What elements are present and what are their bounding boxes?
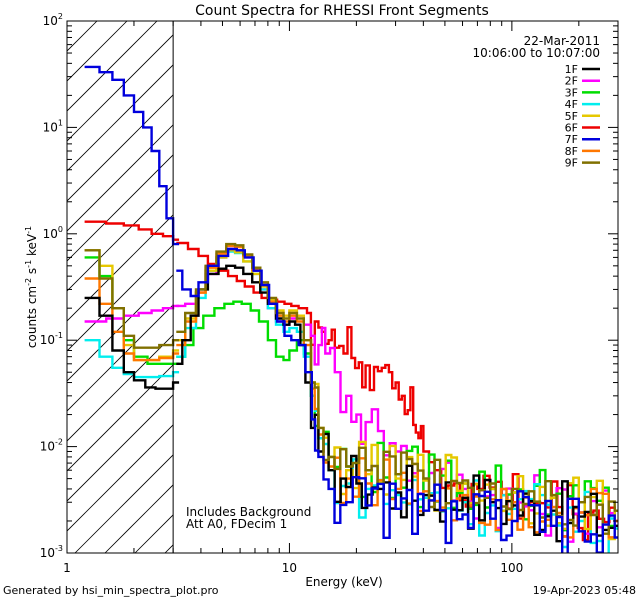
hatch-line — [67, 184, 174, 292]
svg-text:counts cm-2 s-1 keV-1: counts cm-2 s-1 keV-1 — [24, 226, 39, 348]
legend-label-5F: 5F — [565, 110, 578, 123]
date-label: 22-Mar-2011 — [524, 34, 600, 48]
series-2F-low-energy — [84, 304, 180, 323]
hatch-line — [67, 244, 174, 352]
y-tick-label: 101 — [43, 118, 63, 134]
plot-frame — [66, 20, 619, 554]
series-6F-low-energy — [84, 220, 180, 241]
annotation-attenuator: Att A0, FDecim 1 — [186, 517, 287, 531]
y-tick-label: 100 — [43, 225, 63, 241]
hatch-line — [67, 214, 174, 322]
legend-label-9F: 9F — [565, 157, 578, 170]
y-tick-label: 10-3 — [40, 544, 63, 560]
legend-label-1F: 1F — [565, 63, 578, 76]
hatch-line — [67, 64, 174, 172]
legend-label-7F: 7F — [565, 133, 578, 146]
hatched-region — [67, 21, 174, 553]
x-axis-label: Energy (keV) — [305, 575, 382, 589]
hatch-line — [67, 94, 174, 202]
x-tick-label: 10 — [282, 561, 297, 575]
hatch-line — [74, 454, 174, 553]
legend-label-8F: 8F — [565, 145, 578, 158]
hatch-line — [67, 124, 174, 232]
legend-label-6F: 6F — [565, 122, 578, 135]
annotation-background: Includes Background — [186, 505, 311, 519]
hatch-line — [67, 394, 174, 502]
x-tick-label: 1 — [63, 561, 71, 575]
series-7F-low-energy — [84, 65, 180, 246]
legend-label-2F: 2F — [565, 75, 578, 88]
y-tick-label: 102 — [43, 12, 63, 28]
series-1F-line — [176, 264, 618, 543]
footer-generated-by: Generated by hsi_min_spectra_plot.pro — [3, 584, 219, 597]
hatch-line — [67, 34, 174, 142]
series-3F-low-energy — [84, 256, 180, 365]
legend-label-3F: 3F — [565, 86, 578, 99]
y-tick-label: 10-1 — [40, 331, 63, 347]
y-axis-label: counts cm-2 s-1 keV-1 — [24, 226, 39, 348]
hatch-line — [67, 21, 98, 52]
hatch-line — [67, 364, 174, 472]
legend-label-4F: 4F — [565, 98, 578, 111]
y-tick-label: 10-2 — [40, 438, 63, 454]
hatch-line — [67, 424, 174, 532]
x-tick-label: 100 — [500, 561, 523, 575]
hatch-line — [67, 21, 158, 112]
series-layer — [84, 65, 618, 553]
hatch-line — [67, 274, 174, 382]
series-1F-low-energy — [84, 296, 180, 390]
hatch-line — [67, 21, 128, 82]
series-7F-line — [176, 247, 618, 553]
chart-title: Count Spectra for RHESSI Front Segments — [195, 3, 489, 19]
time-range-label: 10:06:00 to 10:07:00 — [473, 46, 600, 60]
footer-timestamp: 19-Apr-2023 05:48 — [533, 584, 636, 597]
series-8F-low-energy — [84, 277, 180, 362]
series-9F-line — [176, 242, 618, 535]
series-9F-low-energy — [84, 249, 180, 349]
